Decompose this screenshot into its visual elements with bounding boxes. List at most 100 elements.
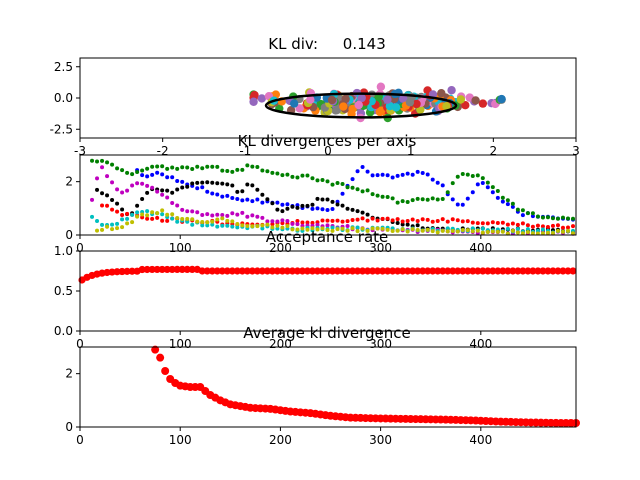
- series-point: [375, 193, 380, 198]
- series-point: [545, 230, 550, 235]
- series-point: [485, 229, 490, 234]
- series-point: [275, 223, 280, 228]
- series-point: [290, 174, 295, 179]
- series-point: [150, 210, 155, 215]
- series-point: [205, 223, 210, 228]
- series-point: [255, 197, 260, 202]
- series-point: [515, 227, 520, 232]
- series-point: [305, 220, 310, 225]
- series-point: [535, 223, 540, 228]
- series-point: [155, 164, 160, 169]
- ytick-label: 0.0: [54, 91, 73, 105]
- series-point: [425, 217, 430, 222]
- series-point: [240, 189, 245, 194]
- panel2-title: KL divergences per axis: [238, 132, 417, 150]
- series-point: [115, 187, 120, 192]
- series-point: [435, 197, 440, 202]
- series-point: [440, 197, 445, 202]
- acceptance-point: [514, 267, 522, 275]
- panel2-points: [90, 158, 575, 236]
- acceptance-point: [283, 267, 292, 275]
- series-point: [510, 201, 515, 206]
- series-point: [425, 197, 430, 202]
- series-point: [495, 189, 500, 194]
- acceptance-point: [263, 267, 271, 275]
- acceptance-point: [363, 267, 372, 275]
- series-point: [255, 224, 260, 229]
- series-point: [250, 183, 255, 188]
- series-point: [145, 190, 150, 195]
- series-point: [425, 227, 430, 232]
- series-point: [195, 210, 200, 215]
- series-point: [565, 216, 570, 221]
- series-point: [360, 226, 365, 231]
- acceptance-point: [268, 267, 276, 275]
- series-point: [220, 212, 225, 217]
- series-point: [140, 168, 145, 173]
- series-point: [445, 226, 450, 231]
- series-point: [385, 216, 390, 221]
- acceptance-point: [313, 267, 322, 275]
- series-point: [270, 219, 275, 224]
- series-point: [215, 164, 220, 169]
- series-point: [345, 228, 350, 233]
- sample-point: [478, 99, 488, 108]
- series-point: [390, 218, 395, 223]
- series-point: [145, 216, 150, 221]
- ytick-label: 1.0: [54, 244, 73, 258]
- acceptance-point: [479, 267, 487, 275]
- series-point: [445, 229, 450, 234]
- series-point: [490, 220, 495, 225]
- series-point: [265, 197, 270, 202]
- series-point: [135, 169, 140, 174]
- series-point: [355, 225, 360, 230]
- ytick-label: 0: [65, 420, 73, 434]
- series-point: [395, 217, 400, 222]
- series-point: [95, 218, 100, 223]
- series-point: [370, 173, 375, 178]
- series-point: [300, 203, 305, 208]
- xtick-label: 0: [76, 337, 84, 351]
- series-point: [265, 169, 270, 174]
- series-point: [155, 211, 160, 216]
- series-point: [385, 173, 390, 178]
- series-point: [455, 202, 460, 207]
- sample-point: [383, 95, 392, 104]
- series-point: [110, 162, 115, 167]
- series-point: [295, 227, 300, 232]
- series-point: [250, 199, 255, 204]
- series-point: [405, 229, 410, 234]
- series-point: [215, 181, 220, 186]
- series-point: [160, 192, 165, 197]
- series-point: [145, 213, 150, 218]
- series-point: [150, 172, 155, 177]
- series-point: [195, 219, 200, 224]
- acceptance-point: [469, 267, 477, 275]
- series-point: [285, 172, 290, 177]
- series-point: [180, 185, 185, 190]
- series-point: [335, 218, 340, 223]
- series-point: [215, 224, 220, 229]
- series-point: [315, 206, 320, 211]
- series-point: [495, 229, 500, 234]
- xtick-label: -2: [157, 144, 169, 158]
- series-point: [125, 221, 130, 226]
- series-point: [195, 164, 200, 169]
- series-point: [170, 190, 175, 195]
- series-point: [550, 216, 555, 221]
- series-point: [125, 216, 130, 221]
- series-point: [470, 190, 475, 195]
- series-point: [115, 209, 120, 214]
- xtick-label: 0: [324, 144, 332, 158]
- series-point: [155, 215, 160, 220]
- xtick-label: 1: [407, 144, 415, 158]
- series-point: [120, 225, 125, 230]
- acceptance-point: [298, 267, 307, 275]
- series-point: [410, 227, 415, 232]
- series-point: [420, 217, 425, 222]
- acceptance-point: [333, 267, 342, 275]
- series-point: [135, 203, 140, 208]
- series-point: [135, 181, 140, 186]
- sample-point: [332, 105, 342, 115]
- sample-point: [399, 94, 408, 104]
